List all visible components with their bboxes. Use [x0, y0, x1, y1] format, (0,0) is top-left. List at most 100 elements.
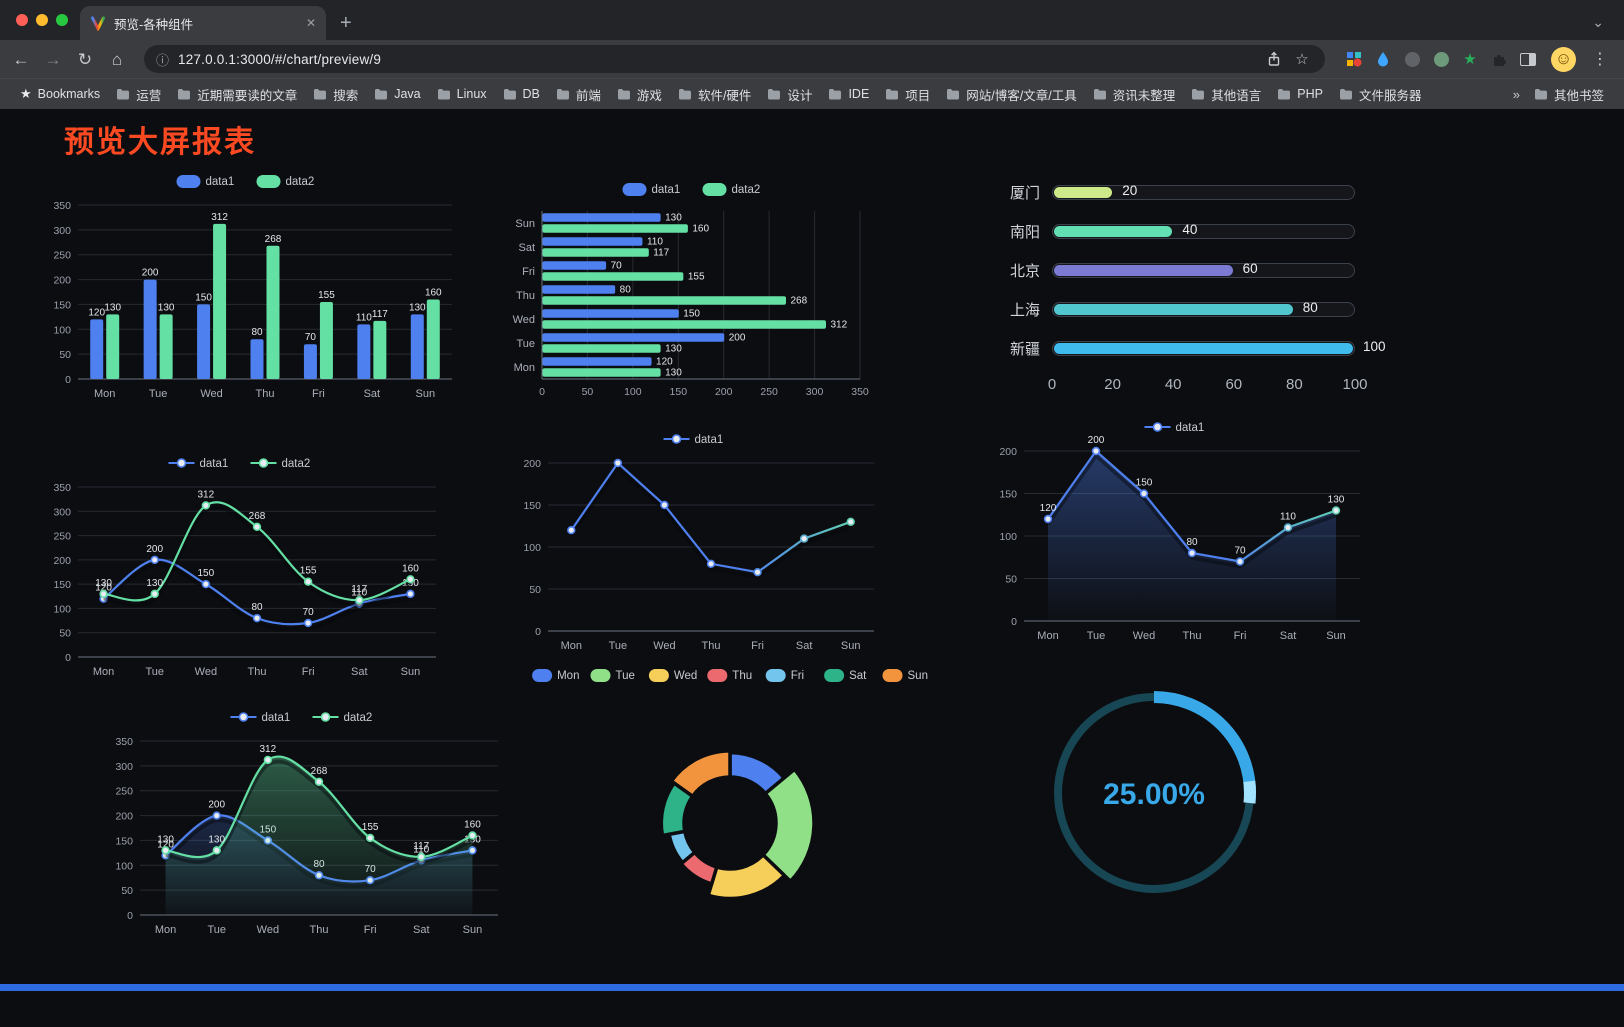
legend-item[interactable]: Thu: [707, 669, 752, 682]
legend-item[interactable]: data2: [312, 712, 373, 724]
svg-text:130: 130: [104, 302, 121, 313]
svg-text:150: 150: [115, 835, 133, 847]
bookmark-folder-item[interactable]: Java: [366, 84, 428, 104]
forward-button[interactable]: →: [44, 49, 62, 69]
reload-button[interactable]: ↻: [77, 49, 93, 69]
profile-avatar[interactable]: ☺: [1551, 46, 1576, 72]
extension-star-icon[interactable]: ★: [1463, 50, 1477, 68]
share-icon[interactable]: [1266, 51, 1282, 67]
legend-item[interactable]: data1: [622, 183, 681, 196]
back-button[interactable]: ←: [12, 49, 30, 69]
svg-text:50: 50: [582, 386, 594, 398]
legend-item[interactable]: Sat: [824, 669, 867, 682]
gradient-line-chart: data1 0 50 100 150 200 Mon Tue Wed Thu Fri Sat Sun: [502, 425, 1000, 666]
svg-text:350: 350: [53, 200, 71, 212]
legend-item[interactable]: data1: [663, 434, 724, 446]
side-panel-icon[interactable]: [1519, 50, 1537, 68]
close-window-button[interactable]: [16, 14, 28, 26]
tab-close-icon[interactable]: ✕: [305, 16, 316, 30]
svg-text:100: 100: [115, 860, 133, 872]
svg-text:Thu: Thu: [516, 290, 535, 302]
site-info-icon[interactable]: ⓘ: [156, 52, 170, 68]
new-tab-button[interactable]: +: [340, 12, 352, 34]
url-text[interactable]: 127.0.0.1:3000/#/chart/preview/9: [178, 51, 382, 67]
svg-text:Wed: Wed: [195, 666, 217, 678]
extension-colorful-icon[interactable]: [1345, 50, 1363, 68]
bookmark-folder-item[interactable]: 网站/博客/文章/工具: [938, 82, 1084, 107]
legend-item[interactable]: data2: [256, 175, 315, 188]
extensions-area: ★: [1341, 50, 1541, 68]
bookmark-folder-item[interactable]: Linux: [429, 84, 495, 104]
browser-menu-icon[interactable]: ⋮: [1592, 51, 1608, 68]
tab-search-chevron-icon[interactable]: ⌄: [1592, 14, 1604, 30]
minimize-window-button[interactable]: [36, 14, 48, 26]
bookmark-folder-item[interactable]: 运营: [108, 82, 169, 107]
svg-text:300: 300: [53, 225, 71, 237]
bookmark-folder-item[interactable]: 游戏: [609, 82, 670, 107]
svg-text:110: 110: [647, 236, 663, 247]
bookmark-folder-item[interactable]: 文件服务器: [1331, 82, 1430, 107]
pie-slice[interactable]: [761, 767, 816, 884]
legend-item[interactable]: Sun: [882, 669, 928, 682]
legend-item[interactable]: data2: [250, 458, 311, 470]
svg-text:110: 110: [351, 588, 367, 599]
extension-drop-icon[interactable]: [1374, 50, 1392, 68]
svg-text:130: 130: [157, 834, 174, 845]
other-bookmarks-item[interactable]: 其他书签: [1526, 82, 1612, 107]
svg-text:50: 50: [1005, 574, 1017, 586]
progress-value: 80: [1302, 299, 1318, 315]
svg-text:160: 160: [425, 287, 442, 298]
zoom-window-button[interactable]: [56, 14, 68, 26]
bookmark-folder-item[interactable]: DB: [495, 84, 548, 104]
bookmark-star-icon[interactable]: ☆: [1295, 50, 1309, 68]
legend-item[interactable]: Wed: [648, 669, 697, 682]
svg-text:120: 120: [1040, 503, 1057, 514]
progress-row: 上海 80: [1010, 298, 1355, 320]
extensions-puzzle-icon[interactable]: [1490, 50, 1508, 68]
extension-green-icon[interactable]: [1432, 50, 1450, 68]
svg-text:Sun: Sun: [401, 666, 421, 678]
bookmark-folder-item[interactable]: 资讯未整理: [1085, 82, 1184, 107]
bookmark-folder-item[interactable]: 软件/硬件: [670, 82, 759, 107]
legend-item[interactable]: data1: [176, 175, 235, 188]
folder-icon: [828, 88, 842, 100]
browser-tab[interactable]: 预览-各种组件 ✕: [80, 6, 326, 40]
svg-text:130: 130: [409, 302, 426, 313]
legend-item[interactable]: data2: [702, 183, 761, 196]
bookmark-folder-item[interactable]: IDE: [820, 84, 877, 104]
legend-item[interactable]: data1: [230, 712, 291, 724]
svg-text:70: 70: [611, 260, 623, 271]
progress-fill: [1054, 303, 1293, 315]
legend-item[interactable]: Mon: [532, 669, 579, 682]
bookmark-folder-item[interactable]: 近期需要读的文章: [169, 82, 305, 107]
legend-item[interactable]: data1: [168, 458, 229, 470]
bookmark-folder-item[interactable]: 前端: [548, 82, 609, 107]
bookmarks-overflow-chevron[interactable]: »: [1512, 86, 1520, 102]
svg-text:117: 117: [653, 247, 669, 258]
bookmark-folder-item[interactable]: 搜索: [305, 82, 366, 107]
svg-text:268: 268: [265, 234, 282, 245]
svg-text:155: 155: [688, 271, 705, 282]
progress-label: 南阳: [1010, 223, 1041, 241]
bookmark-folder-item[interactable]: PHP: [1269, 84, 1331, 104]
extension-globe-icon[interactable]: [1403, 50, 1421, 68]
address-bar[interactable]: ⓘ 127.0.0.1:3000/#/chart/preview/9 ☆: [144, 45, 1325, 73]
folder-icon: [503, 88, 517, 100]
svg-text:Sat: Sat: [518, 242, 535, 254]
svg-text:Sat: Sat: [413, 924, 430, 936]
bookmark-folder-item[interactable]: 设计: [759, 82, 820, 107]
bookmark-folder-item[interactable]: 其他语言: [1183, 82, 1269, 107]
pie-slice[interactable]: [706, 853, 787, 901]
legend-item[interactable]: data1: [1144, 422, 1205, 434]
bookmarks-root-item[interactable]: ★ Bookmarks: [12, 83, 108, 105]
dashboard-preview-page: 预览大屏报表 data1 data2 0 50 100 150 200 250 300 350 Mo…: [0, 109, 1624, 1027]
pie-slice[interactable]: [669, 749, 732, 798]
legend-item[interactable]: Tue: [590, 669, 635, 682]
legend-item[interactable]: Fri: [765, 669, 804, 682]
svg-text:130: 130: [208, 834, 225, 845]
bookmark-folder-item[interactable]: 项目: [877, 82, 938, 107]
home-button[interactable]: ⌂: [111, 49, 123, 69]
svg-text:117: 117: [413, 841, 429, 852]
svg-text:Mon: Mon: [561, 640, 582, 652]
svg-text:0: 0: [535, 626, 541, 638]
